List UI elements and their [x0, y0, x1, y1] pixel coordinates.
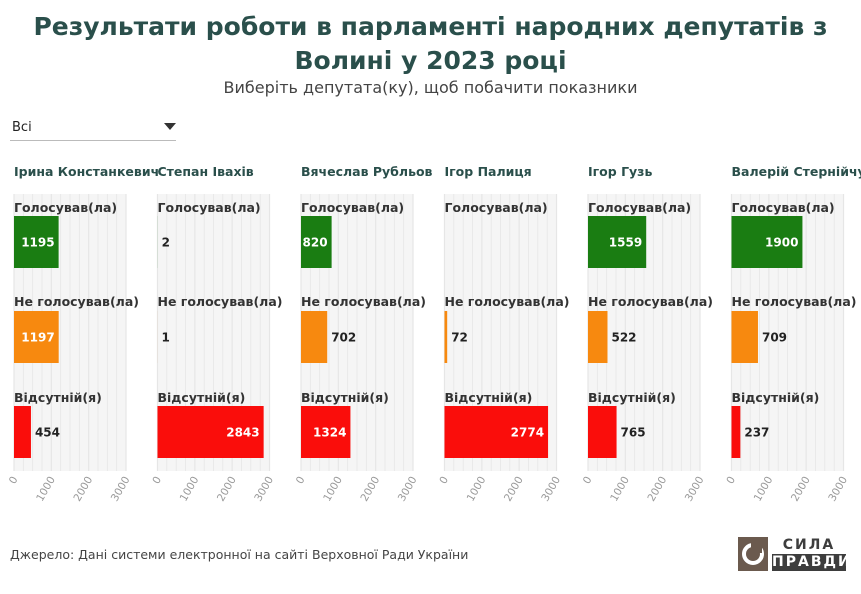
data-label: 1197	[21, 331, 54, 345]
category-label: Не голосував(ла)	[301, 294, 426, 309]
x-tick-label: 0	[294, 475, 308, 487]
bar-absent[interactable]	[588, 406, 617, 458]
x-tick-label: 0	[724, 475, 738, 487]
data-label: 1324	[313, 426, 346, 440]
category-label: Голосував(ла)	[158, 200, 261, 215]
x-tick-label: 2000	[502, 475, 526, 504]
logo-line1: СИЛА	[782, 537, 836, 553]
deputy-name: Ігор Гузь	[588, 164, 652, 179]
category-label: Відсутній(я)	[588, 390, 676, 405]
data-label: 237	[744, 426, 769, 440]
x-tick-label: 1000	[608, 475, 632, 504]
deputy-name: Ірина Констанкевич	[14, 164, 159, 179]
deputy-name: Валерій Стернійчук	[732, 164, 861, 179]
x-tick-label: 0	[150, 475, 164, 487]
bar-voted[interactable]	[731, 216, 803, 268]
x-tick-label: 3000	[109, 475, 133, 504]
deputy-select-value: Всі	[12, 120, 32, 135]
page-title: Результати роботи в парламенті народних …	[33, 12, 828, 75]
logo-line2: ПРАВДИ	[772, 554, 852, 571]
x-tick-label: 3000	[826, 475, 850, 504]
category-label: Відсутній(я)	[14, 390, 102, 405]
category-label: Голосував(ла)	[445, 200, 548, 215]
data-label: 1	[162, 331, 170, 345]
category-label: Відсутній(я)	[158, 390, 246, 405]
data-label: 1900	[765, 236, 798, 250]
category-label: Голосував(ла)	[588, 200, 691, 215]
brand-logo: СИЛА ПРАВДИ	[738, 537, 852, 571]
x-tick-label: 0	[437, 475, 451, 487]
category-label: Не голосував(ла)	[445, 294, 570, 309]
bar-absent[interactable]	[14, 406, 31, 458]
bar-absent[interactable]	[731, 406, 741, 458]
data-label: 2	[162, 236, 170, 250]
x-tick-label: 1000	[321, 475, 345, 504]
category-label: Голосував(ла)	[301, 200, 404, 215]
deputy-select[interactable]: Всі	[10, 118, 176, 141]
data-label: 1195	[21, 236, 54, 250]
bar-not-voted[interactable]	[588, 311, 608, 363]
category-label: Не голосував(ла)	[732, 294, 857, 309]
bar-not-voted[interactable]	[14, 311, 59, 363]
bar-absent[interactable]	[444, 406, 549, 458]
bar-not-voted[interactable]	[301, 311, 328, 363]
category-label: Відсутній(я)	[732, 390, 820, 405]
x-tick-label: 1000	[465, 475, 489, 504]
category-label: Не голосував(ла)	[588, 294, 713, 309]
category-label: Відсутній(я)	[445, 390, 533, 405]
logo-mark-icon	[738, 537, 768, 571]
page-subtitle: Виберіть депутата(ку), щоб побачити пока…	[223, 78, 638, 97]
x-tick-label: 1000	[752, 475, 776, 504]
deputy-name: Вячеслав Рубльов	[301, 164, 433, 179]
data-label: 522	[611, 331, 636, 345]
x-tick-label: 1000	[34, 475, 58, 504]
bar-voted[interactable]	[14, 216, 59, 268]
x-tick-label: 3000	[396, 475, 420, 504]
bar-absent[interactable]	[157, 406, 264, 458]
data-label: 765	[621, 426, 646, 440]
data-label: 72	[451, 331, 468, 345]
data-label: 454	[35, 426, 60, 440]
x-tick-label: 0	[7, 475, 21, 487]
data-label: 2843	[226, 426, 259, 440]
x-tick-label: 0	[581, 475, 595, 487]
x-tick-label: 2000	[359, 475, 383, 504]
bar-not-voted[interactable]	[444, 311, 448, 363]
bar-not-voted[interactable]	[731, 311, 758, 363]
deputy-name: Ігор Палиця	[445, 164, 532, 179]
x-tick-label: 1000	[178, 475, 202, 504]
x-tick-label: 3000	[539, 475, 563, 504]
bar-voted[interactable]	[588, 216, 647, 268]
bar-voted[interactable]	[301, 216, 332, 268]
x-tick-label: 2000	[789, 475, 813, 504]
x-tick-label: 2000	[215, 475, 239, 504]
deputy-name: Степан Івахів	[158, 164, 254, 179]
category-label: Не голосував(ла)	[158, 294, 283, 309]
data-label: 820	[303, 236, 328, 250]
x-tick-label: 3000	[683, 475, 707, 504]
category-label: Відсутній(я)	[301, 390, 389, 405]
bar-absent[interactable]	[301, 406, 351, 458]
category-label: Голосував(ла)	[732, 200, 835, 215]
x-tick-label: 2000	[646, 475, 670, 504]
data-label: 1559	[609, 236, 642, 250]
data-label: 2774	[511, 426, 544, 440]
chevron-down-icon[interactable]	[164, 123, 176, 130]
x-tick-label: 2000	[72, 475, 96, 504]
data-label: 709	[762, 331, 787, 345]
source-note: Джерело: Дані системи електронної на сай…	[10, 547, 469, 562]
data-label: 702	[331, 331, 356, 345]
category-label: Не голосував(ла)	[14, 294, 139, 309]
x-tick-label: 3000	[252, 475, 276, 504]
category-label: Голосував(ла)	[14, 200, 117, 215]
